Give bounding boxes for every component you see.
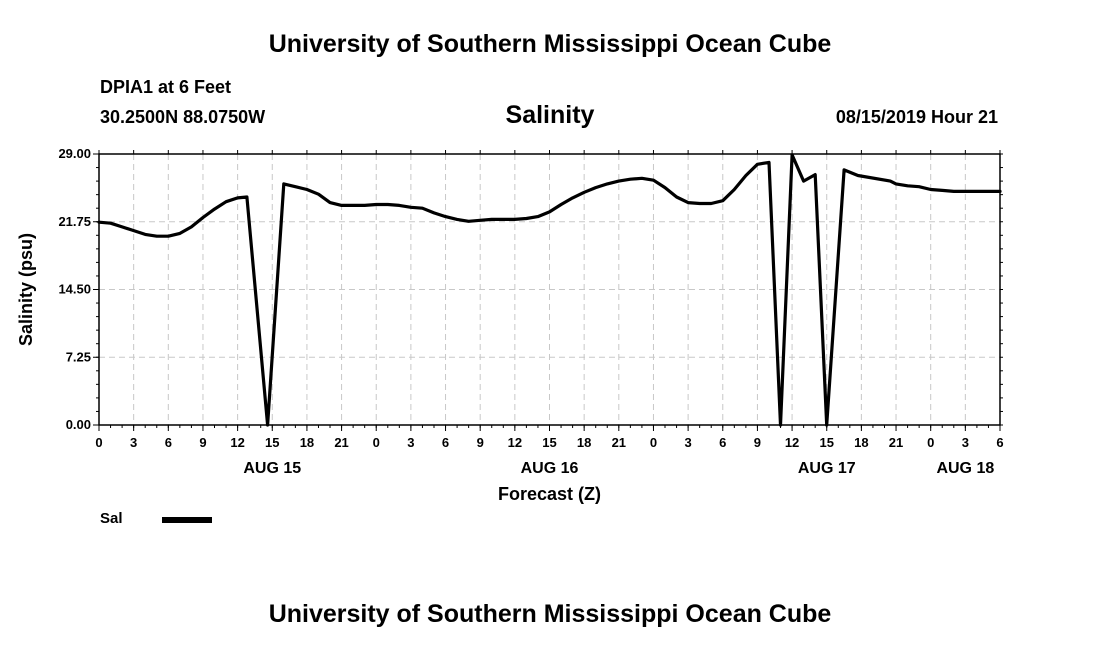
y-tick-label: 21.75: [58, 214, 91, 229]
data-layer: [97, 153, 1002, 427]
y-tick-label: 14.50: [58, 282, 91, 297]
station-coordinates: 30.2500N 88.0750W: [100, 107, 266, 127]
x-tick-label: 6: [719, 435, 726, 450]
forecast-timestamp: 08/15/2019 Hour 21: [835, 107, 998, 127]
x-tick-label: 3: [407, 435, 414, 450]
x-tick-label: 3: [962, 435, 969, 450]
x-tick-label: 12: [785, 435, 799, 450]
x-axis: 0 3 6 9 12 15 18 21 0 3 6 9 12 15 18 21 0 3 6 9 12 15 18 21 0 3 6A…: [95, 150, 1004, 477]
x-date-label: AUG 18: [936, 460, 994, 477]
footer-title: University of Southern Mississippi Ocean…: [268, 600, 832, 628]
x-tick-label: 21: [334, 435, 348, 450]
x-tick-label: 6: [996, 435, 1003, 450]
x-axis-label: Forecast (Z): [498, 484, 601, 504]
salinity-chart: 0.00 7.25 14.50 21.75 29.00 0 3 6 9 12 15 18 21 0 3 6 9…: [16, 146, 1004, 504]
y-axis: 0.00 7.25 14.50 21.75 29.00: [58, 146, 1003, 432]
x-tick-label: 15: [265, 435, 279, 450]
x-tick-label: 12: [230, 435, 244, 450]
y-tick-label: 7.25: [66, 349, 91, 364]
y-tick-label: 29.00: [58, 146, 91, 161]
x-tick-label: 18: [854, 435, 868, 450]
legend-swatch: [162, 517, 212, 523]
x-tick-label: 9: [199, 435, 206, 450]
x-tick-label: 18: [300, 435, 314, 450]
x-tick-label: 0: [95, 435, 102, 450]
x-tick-label: 3: [684, 435, 691, 450]
x-tick-label: 15: [819, 435, 833, 450]
x-tick-label: 12: [508, 435, 522, 450]
series-line-sal: [97, 153, 1002, 427]
legend-label: Sal: [100, 510, 123, 527]
x-date-label: AUG 15: [243, 460, 301, 477]
x-tick-label: 3: [130, 435, 137, 450]
x-tick-label: 9: [477, 435, 484, 450]
x-tick-label: 9: [754, 435, 761, 450]
x-tick-label: 15: [542, 435, 556, 450]
x-tick-label: 0: [373, 435, 380, 450]
x-tick-label: 21: [612, 435, 626, 450]
page-title: University of Southern Mississippi Ocean…: [268, 30, 832, 58]
x-tick-label: 6: [165, 435, 172, 450]
station-name: DPIA1 at 6 Feet: [100, 77, 232, 97]
grid-lines: [99, 154, 1000, 425]
x-tick-label: 18: [577, 435, 591, 450]
x-tick-label: 21: [889, 435, 903, 450]
x-tick-label: 0: [650, 435, 657, 450]
x-tick-label: 6: [442, 435, 449, 450]
x-tick-label: 0: [927, 435, 934, 450]
y-axis-label: Salinity (psu): [16, 233, 36, 346]
x-date-label: AUG 16: [521, 460, 579, 477]
x-date-label: AUG 17: [798, 460, 856, 477]
y-tick-label: 0.00: [66, 417, 91, 432]
chart-title: Salinity: [505, 101, 595, 129]
